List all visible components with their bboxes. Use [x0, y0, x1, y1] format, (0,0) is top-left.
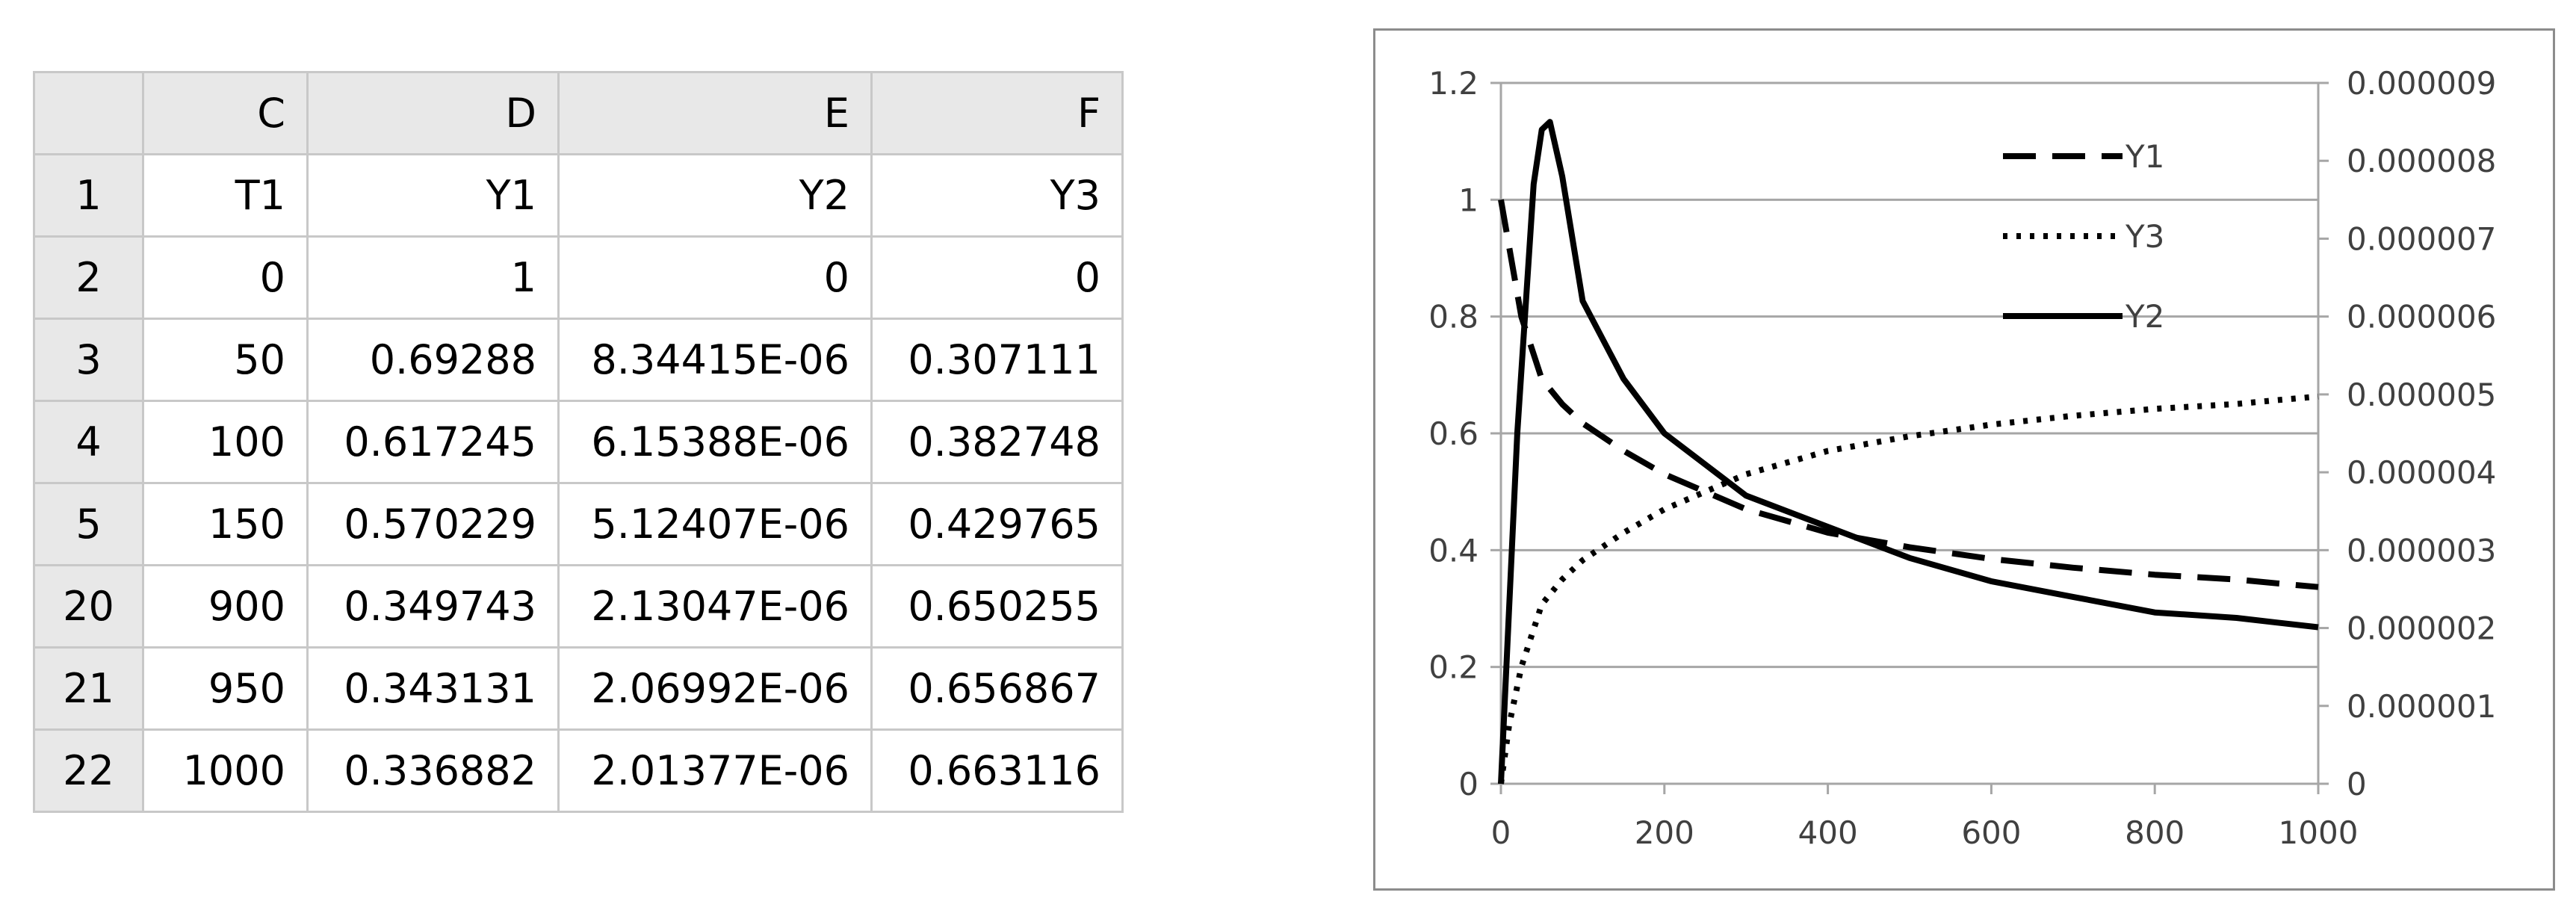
left-tick-label: 0.6	[1428, 415, 1479, 452]
right-tick-label: 0.000002	[2347, 610, 2496, 647]
legend-label: Y1	[2125, 138, 2164, 175]
right-tick-label: 0.000008	[2347, 143, 2496, 179]
cell[interactable]: 0.349743	[306, 564, 560, 649]
table-row: 20 900 0.349743 2.13047E-06 0.650255	[33, 564, 1124, 649]
row-header[interactable]: 21	[33, 646, 144, 731]
cell[interactable]: Y1	[306, 153, 560, 238]
cell[interactable]: T1	[142, 153, 309, 238]
cell[interactable]: 8.34415E-06	[557, 318, 873, 402]
row-header[interactable]: 22	[33, 728, 144, 813]
chart-area[interactable]: 0 0.2 0.4 0.6 0.8 1 1.2 0 0.000001 0.000002 0.0000…	[1373, 28, 2555, 891]
column-header[interactable]: C	[142, 71, 309, 155]
x-tick-label: 400	[1798, 814, 1858, 851]
row-header[interactable]: 2	[33, 235, 144, 320]
right-tick-label: 0	[2347, 766, 2367, 802]
cell[interactable]: 0.69288	[306, 318, 560, 402]
x-tick-label: 1000	[2279, 814, 2359, 851]
cell[interactable]: 0.656867	[870, 646, 1124, 731]
x-tick-label: 200	[1635, 814, 1694, 851]
cell[interactable]: 0.663116	[870, 728, 1124, 813]
right-tick-label: 0.000004	[2347, 454, 2496, 491]
cell[interactable]: 950	[142, 646, 309, 731]
cell[interactable]: 1000	[142, 728, 309, 813]
cell[interactable]: 150	[142, 482, 309, 566]
cell[interactable]: 0.650255	[870, 564, 1124, 649]
cell[interactable]: 0.343131	[306, 646, 560, 731]
cell[interactable]: 2.01377E-06	[557, 728, 873, 813]
right-tick-label: 0.000006	[2347, 299, 2496, 335]
left-tick-label: 0.2	[1428, 649, 1479, 686]
left-tick-label: 1.2	[1428, 65, 1479, 102]
cell[interactable]: 5.12407E-06	[557, 482, 873, 566]
table-row: 4 100 0.617245 6.15388E-06 0.382748	[33, 400, 1124, 484]
row-header[interactable]: 1	[33, 153, 144, 238]
right-tick-label: 0.000005	[2347, 377, 2496, 413]
row-header[interactable]: 5	[33, 482, 144, 566]
x-tick-label: 600	[1961, 814, 2021, 851]
left-tick-label: 0.4	[1428, 532, 1479, 569]
left-tick-label: 1	[1458, 182, 1479, 218]
row-header[interactable]: 4	[33, 400, 144, 484]
line-chart: 0 0.2 0.4 0.6 0.8 1 1.2 0 0.000001 0.000002 0.0000…	[1428, 65, 2496, 851]
series-line-y3	[1498, 393, 2319, 785]
column-header[interactable]: E	[557, 71, 873, 155]
left-tick-label: 0	[1458, 766, 1479, 802]
table-row: 1 T1 Y1 Y2 Y3	[33, 153, 1124, 238]
select-all-corner[interactable]	[33, 71, 144, 155]
cell[interactable]: 1	[306, 235, 560, 320]
table-row: 22 1000 0.336882 2.01377E-06 0.663116	[33, 728, 1124, 813]
column-header[interactable]: D	[306, 71, 560, 155]
row-header[interactable]: 20	[33, 564, 144, 649]
table-row: 5 150 0.570229 5.12407E-06 0.429765	[33, 482, 1124, 566]
table-row: 21 950 0.343131 2.06992E-06 0.656867	[33, 646, 1124, 731]
right-tick-label: 0.000001	[2347, 688, 2496, 725]
cell[interactable]: 0.429765	[870, 482, 1124, 566]
cell[interactable]: 0	[870, 235, 1124, 320]
cell[interactable]: 0.382748	[870, 400, 1124, 484]
series-line-y2	[1498, 119, 2319, 785]
right-tick-label: 0.000009	[2347, 65, 2496, 102]
x-tick-label: 0	[1491, 814, 1511, 851]
right-tick-label: 0.000003	[2347, 532, 2496, 569]
right-tick-label: 0.000007	[2347, 220, 2496, 257]
cell[interactable]: Y3	[870, 153, 1124, 238]
spreadsheet-table: C D E F 1 T1 Y1 Y2 Y3 2 0 1 0 0 3 50 0.69288 8.34415E-06 0…	[33, 71, 1124, 813]
legend-label: Y2	[2125, 298, 2164, 335]
cell[interactable]: 0.617245	[306, 400, 560, 484]
cell[interactable]: 0.570229	[306, 482, 560, 566]
left-tick-label: 0.8	[1428, 299, 1479, 335]
cell[interactable]: 6.15388E-06	[557, 400, 873, 484]
series-line-y1	[1498, 199, 2319, 590]
cell[interactable]: 100	[142, 400, 309, 484]
cell[interactable]: 2.13047E-06	[557, 564, 873, 649]
legend-label: Y3	[2125, 218, 2164, 255]
cell[interactable]: 50	[142, 318, 309, 402]
x-tick-label: 800	[2125, 814, 2185, 851]
cell[interactable]: 0	[557, 235, 873, 320]
row-header[interactable]: 3	[33, 318, 144, 402]
column-header[interactable]: F	[870, 71, 1124, 155]
cell[interactable]: 900	[142, 564, 309, 649]
table-row: 3 50 0.69288 8.34415E-06 0.307111	[33, 318, 1124, 402]
cell[interactable]: 2.06992E-06	[557, 646, 873, 731]
cell[interactable]: 0	[142, 235, 309, 320]
cell[interactable]: 0.336882	[306, 728, 560, 813]
cell[interactable]: Y2	[557, 153, 873, 238]
cell[interactable]: 0.307111	[870, 318, 1124, 402]
